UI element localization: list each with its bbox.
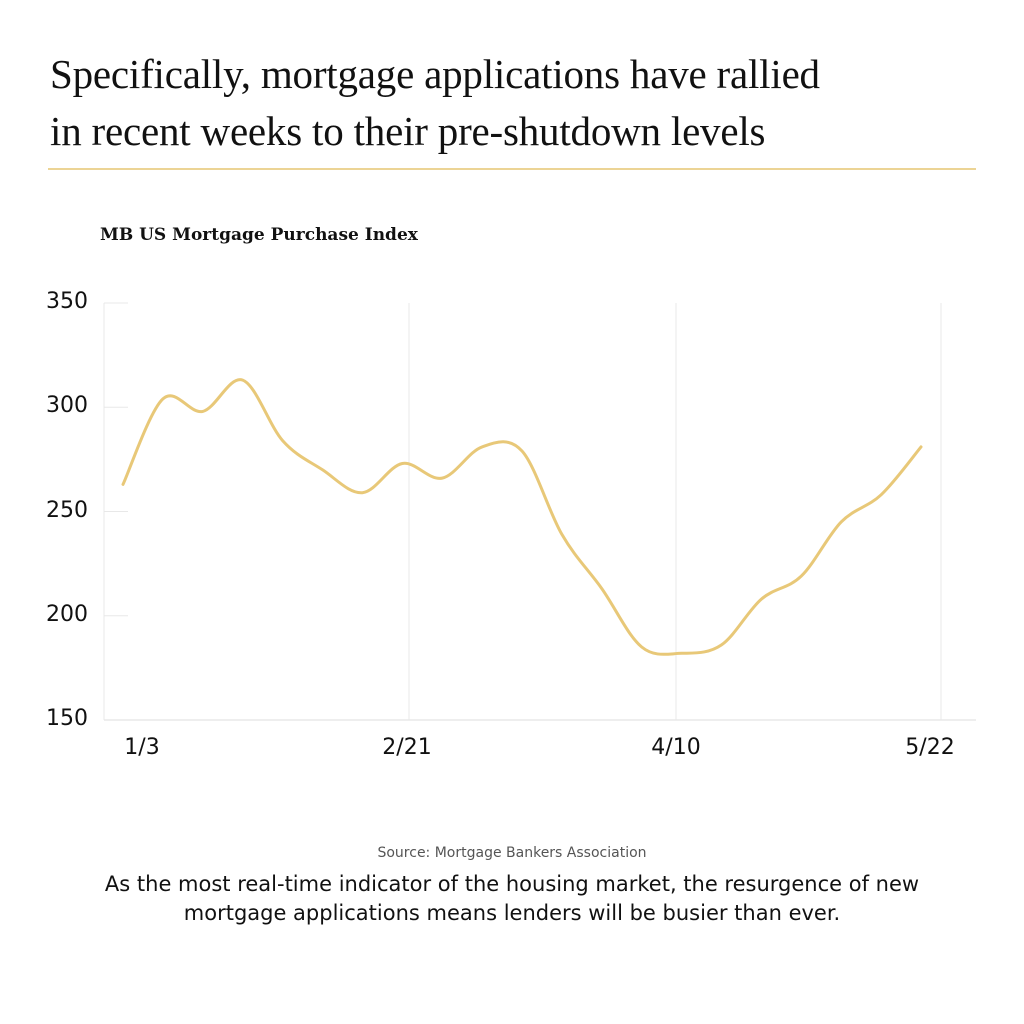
x-tick-label: 5/22	[905, 735, 955, 760]
x-tick-label: 2/21	[382, 735, 432, 760]
headline-line-2: in recent weeks to their pre-shutdown le…	[50, 108, 766, 154]
headline-line-1: Specifically, mortgage applications have…	[50, 51, 820, 97]
y-tick-label: 250	[46, 497, 88, 523]
headline: Specifically, mortgage applications have…	[50, 46, 990, 160]
chart-plot-area	[103, 302, 976, 721]
chart-title: MB US Mortgage Purchase Index	[100, 225, 418, 245]
caption: As the most real-time indicator of the h…	[104, 872, 920, 925]
series-line	[121, 378, 923, 656]
y-tick-label: 200	[46, 601, 88, 627]
y-tick-label: 350	[46, 289, 88, 314]
x-tick-label: 1/3	[124, 735, 160, 760]
y-tick-label: 300	[46, 393, 88, 419]
x-tick-label: 4/10	[651, 735, 701, 760]
headline-divider	[48, 168, 976, 170]
chart-source: Source: Mortgage Bankers Association	[377, 845, 647, 861]
y-tick-label: 150	[46, 706, 88, 731]
